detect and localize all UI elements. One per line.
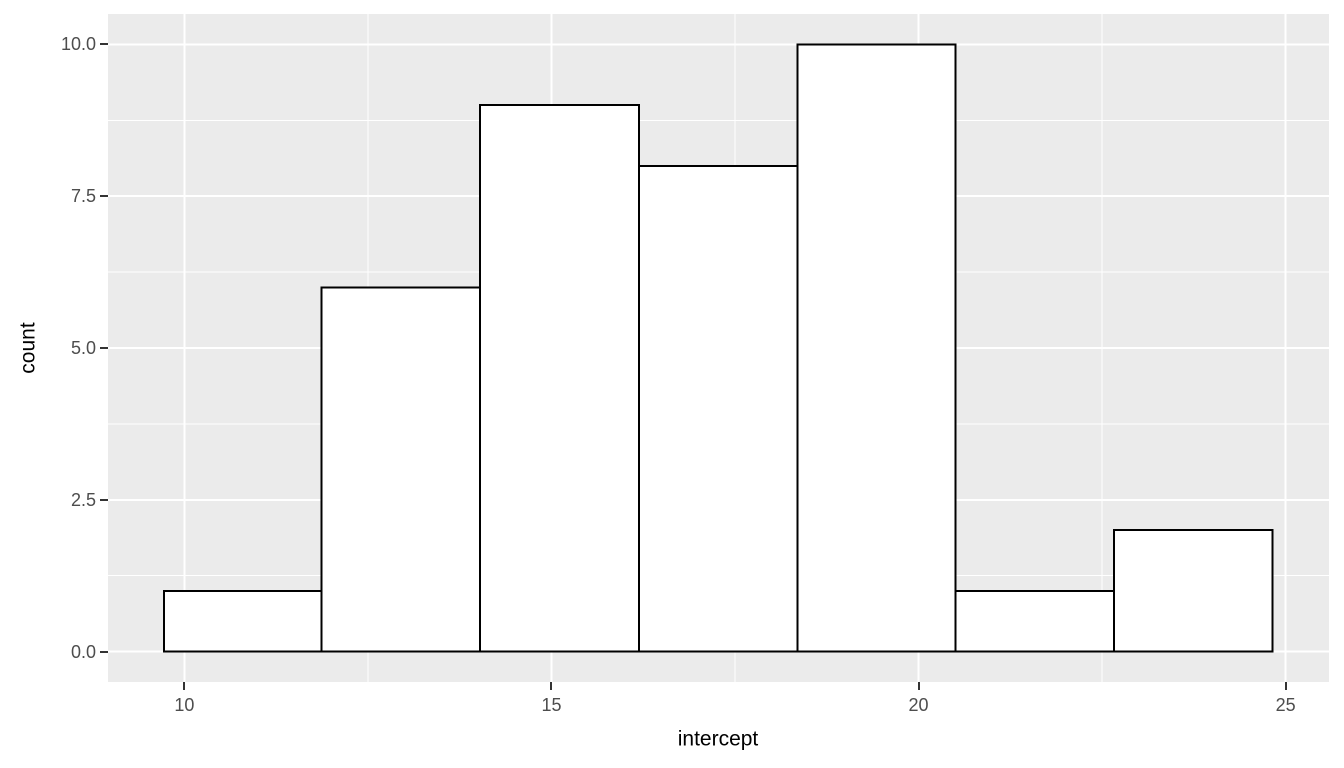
y-tick-label: 0.0 — [70, 641, 96, 662]
y-tick-mark — [100, 650, 108, 653]
x-tick-mark — [183, 682, 186, 690]
histogram-bar — [1112, 529, 1274, 653]
y-tick-label: 10.0 — [60, 34, 96, 55]
x-tick-label: 10 — [174, 695, 195, 715]
histogram-bar — [479, 104, 640, 653]
histogram-bar — [320, 286, 482, 653]
y-axis-title: count — [16, 322, 40, 374]
histogram-bar — [637, 164, 799, 653]
x-tick-mark — [1284, 682, 1287, 690]
x-tick-label: 15 — [541, 695, 562, 715]
x-tick-mark — [917, 682, 920, 690]
plot-panel — [108, 14, 1329, 682]
plot-area-svg — [108, 14, 1329, 682]
y-tick-mark — [100, 43, 108, 46]
x-tick-label: 25 — [1275, 695, 1296, 715]
x-tick-mark — [550, 682, 553, 690]
y-tick-mark — [100, 195, 108, 198]
y-tick-label: 7.5 — [70, 186, 96, 207]
x-tick-label: 20 — [908, 695, 929, 715]
y-tick-mark — [100, 347, 108, 349]
x-axis-title: intercept — [677, 727, 759, 751]
y-tick-label: 5.0 — [70, 338, 96, 358]
histogram-bar — [162, 589, 323, 653]
histogram-bar — [796, 43, 957, 653]
y-tick-mark — [100, 498, 108, 501]
y-tick-label: 2.5 — [70, 489, 96, 510]
histogram-bar — [954, 589, 1115, 653]
